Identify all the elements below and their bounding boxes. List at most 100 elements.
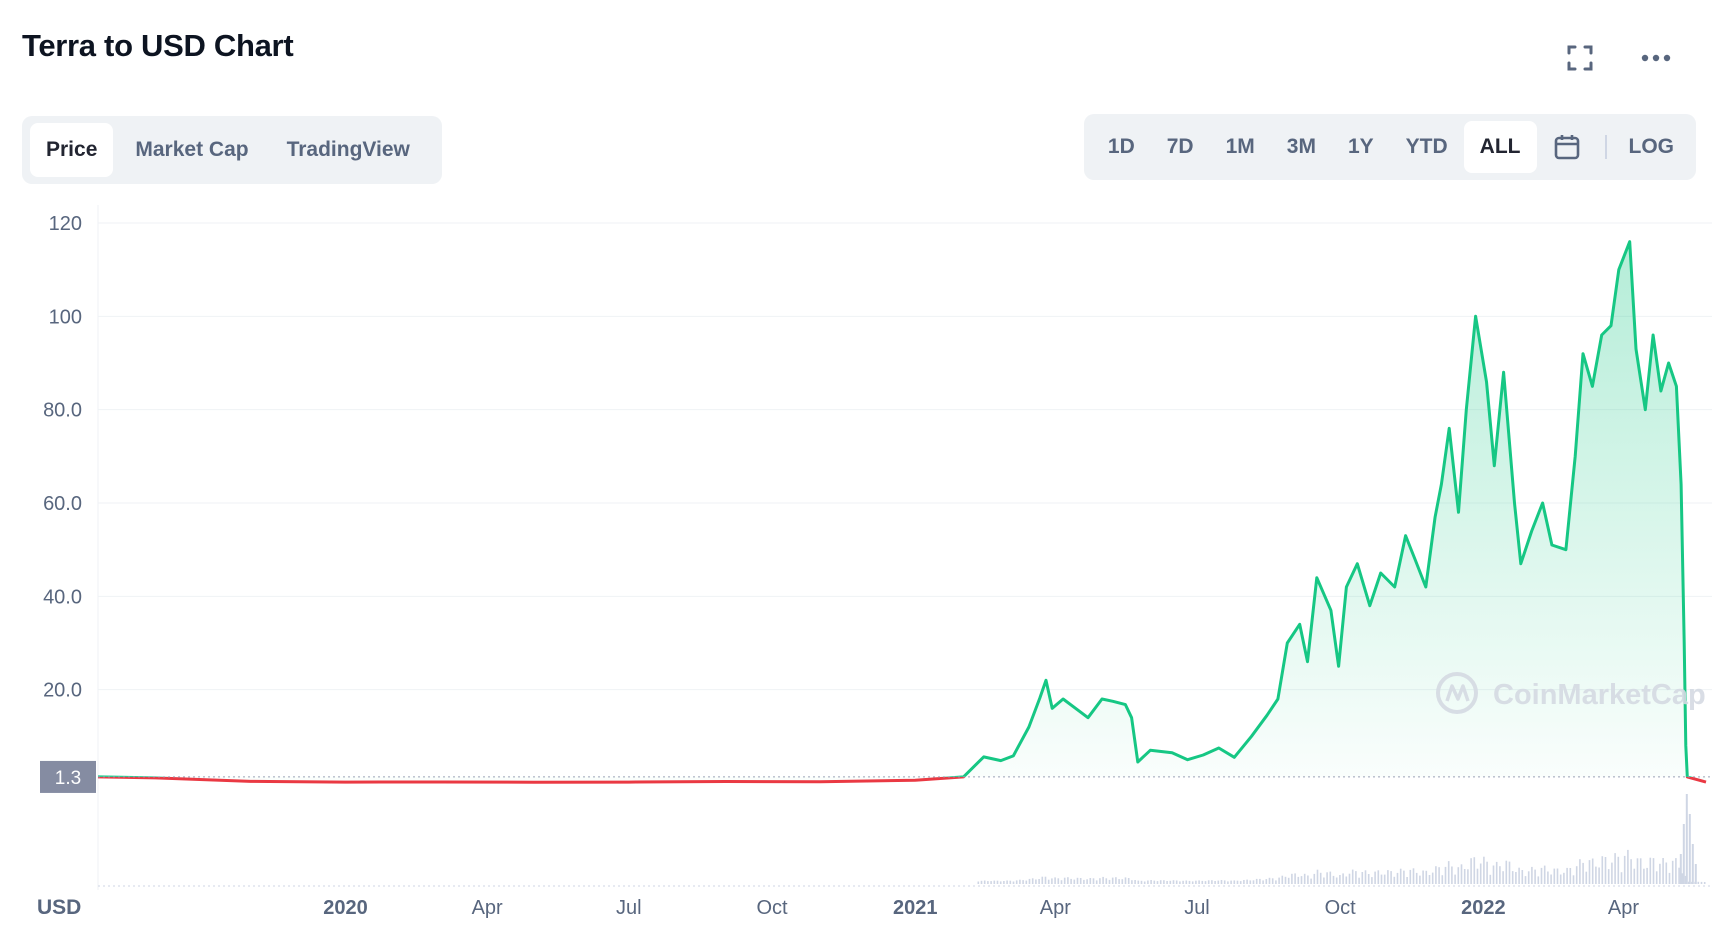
- volume-bar: [1351, 869, 1354, 884]
- range-1m[interactable]: 1M: [1225, 135, 1255, 158]
- volume-bar: [1367, 874, 1370, 884]
- volume-bar: [1214, 881, 1216, 884]
- volume-bar: [1198, 880, 1200, 884]
- volume-bar: [999, 881, 1002, 884]
- volume-bar: [1041, 876, 1044, 884]
- volume-bar: [990, 881, 992, 884]
- y-tick-label: 120: [49, 213, 82, 235]
- volume-bar: [1067, 877, 1069, 884]
- current-price-marker: 1.3: [40, 760, 96, 793]
- volume-bar: [1646, 867, 1648, 884]
- volume-bar: [1012, 881, 1015, 884]
- volume-bar: [993, 880, 996, 884]
- volume-bar: [1217, 880, 1220, 884]
- volume-bar: [1588, 860, 1591, 884]
- volume-bar: [1489, 874, 1492, 884]
- volume-bar: [1515, 872, 1517, 884]
- calendar-icon[interactable]: [1537, 121, 1597, 173]
- volume-bar: [1685, 794, 1688, 884]
- y-tick-label: 40.0: [43, 586, 82, 608]
- volume-bar: [1700, 881, 1703, 884]
- volume-bar: [1006, 880, 1008, 884]
- volume-bar: [1307, 875, 1309, 884]
- volume-bar: [1495, 861, 1498, 884]
- volume-bar: [1108, 879, 1111, 884]
- volume-bar: [1559, 874, 1562, 884]
- volume-bar: [1540, 867, 1543, 884]
- volume-bar: [1025, 880, 1028, 884]
- range-all[interactable]: ALL: [1463, 121, 1537, 173]
- volume-bar: [1150, 880, 1152, 884]
- range-selector: 1D 7D 1M 3M 1Y YTD ALL LOG: [1083, 114, 1696, 180]
- volume-bar: [1579, 859, 1581, 884]
- tab-tradingview[interactable]: TradingView: [286, 138, 410, 161]
- volume-bar: [1620, 872, 1623, 884]
- x-tick-label: 2021: [893, 897, 938, 919]
- more-icon[interactable]: [1638, 40, 1674, 76]
- volume-bar: [1575, 866, 1578, 884]
- volume-bar: [1230, 880, 1232, 884]
- volume-bar: [1156, 881, 1159, 884]
- volume-bar: [1201, 880, 1204, 884]
- volume-bar: [1403, 870, 1405, 884]
- volume-bar: [1019, 879, 1021, 884]
- volume-bar: [1614, 853, 1616, 884]
- volume-bar: [987, 881, 989, 884]
- volume-bar: [1063, 877, 1066, 884]
- volume-bar: [1377, 870, 1380, 884]
- volume-bar: [1675, 858, 1677, 884]
- volume-bar: [1131, 880, 1133, 884]
- range-ytd[interactable]: YTD: [1405, 135, 1448, 158]
- range-1y[interactable]: 1Y: [1347, 135, 1374, 158]
- volume-bar: [1249, 880, 1252, 884]
- x-tick-label: Jul: [1184, 897, 1210, 919]
- volume-bar: [1668, 872, 1671, 884]
- volume-bar: [1243, 880, 1245, 884]
- volume-bar: [1492, 865, 1495, 884]
- volume-bar: [1319, 872, 1322, 884]
- volume-bar: [1294, 873, 1296, 884]
- volume-bar: [1518, 867, 1520, 884]
- volume-bar: [1316, 869, 1319, 884]
- coinmarketcap-logo-icon: [1436, 672, 1478, 714]
- range-7d[interactable]: 7D: [1166, 135, 1194, 158]
- volume-bar: [1342, 873, 1344, 884]
- fullscreen-icon[interactable]: [1562, 40, 1598, 76]
- volume-bar: [1662, 858, 1664, 884]
- volume-bar: [1483, 856, 1485, 884]
- volume-bar: [1639, 858, 1642, 884]
- volume-bar: [1140, 880, 1143, 884]
- volume-bar: [1073, 879, 1076, 884]
- volume-bar: [1409, 869, 1412, 884]
- volume-bar: [1038, 879, 1040, 884]
- x-tick-label: 2020: [323, 897, 368, 919]
- volume-bar: [1694, 864, 1697, 884]
- log-toggle-button[interactable]: LOG: [1628, 135, 1675, 158]
- volume-bar: [1688, 814, 1691, 884]
- volume-bar: [1233, 880, 1236, 884]
- volume-bar: [1598, 867, 1600, 884]
- volume-bar: [1649, 857, 1652, 884]
- volume-bar: [1387, 870, 1389, 884]
- range-1d[interactable]: 1D: [1107, 135, 1135, 158]
- range-3m[interactable]: 3M: [1286, 135, 1316, 158]
- volume-bar: [1383, 874, 1386, 884]
- volume-bar: [1611, 862, 1613, 884]
- volume-bar: [1054, 877, 1056, 884]
- volume-bar: [1431, 872, 1434, 884]
- volume-bar: [1159, 880, 1162, 884]
- volume-bar: [1268, 877, 1271, 884]
- volume-bar: [1502, 871, 1504, 884]
- volume-bar: [1259, 878, 1261, 884]
- volume-bar: [1396, 872, 1399, 884]
- tab-price[interactable]: Price: [30, 123, 114, 177]
- volume-bar: [1671, 860, 1674, 884]
- volume-bar: [1425, 870, 1428, 884]
- price-line-above-current: [97, 240, 1694, 777]
- volume-bar: [1278, 877, 1280, 884]
- volume-bar: [1604, 857, 1607, 884]
- volume-bar: [1281, 875, 1284, 884]
- tab-market-cap[interactable]: Market Cap: [135, 138, 249, 161]
- volume-bar: [1246, 879, 1248, 884]
- volume-bar: [1393, 876, 1396, 884]
